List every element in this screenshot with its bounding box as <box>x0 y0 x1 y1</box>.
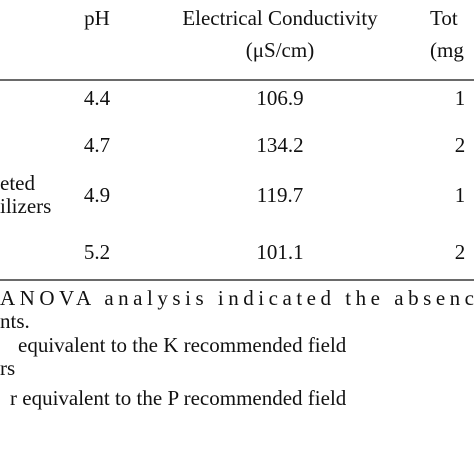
table-cell: 1 <box>455 86 466 110</box>
header-cell: Tot <box>430 6 458 30</box>
table-cell: 4.7 <box>84 133 110 157</box>
table-cell: 101.1 <box>256 240 303 264</box>
row-label: eted <box>0 171 35 195</box>
table-cell: 4.9 <box>84 183 110 207</box>
table-cell: 134.2 <box>256 133 303 157</box>
table-cell: 4.4 <box>84 86 111 110</box>
header-cell: Electrical Conductivity <box>182 6 378 30</box>
header-cell: pH <box>84 6 110 30</box>
table-cell: 2 <box>455 133 466 157</box>
footnote: ANOVA analysis indicated the absenc <box>0 286 474 310</box>
footnote: equivalent to the K recommended field <box>18 333 347 357</box>
table-cell: 1 <box>455 183 466 207</box>
table-cell: 2 <box>455 240 466 264</box>
table-cell: 106.9 <box>256 86 303 110</box>
table-cell: 5.2 <box>84 240 110 264</box>
header-cell: (mg <box>430 38 464 62</box>
footnote: rs <box>0 356 15 380</box>
table-cell: 119.7 <box>257 183 303 207</box>
footnote: r equivalent to the P recommended field <box>10 386 347 410</box>
header-cell: (μS/cm) <box>246 38 314 62</box>
footnote: nts. <box>0 309 30 333</box>
row-label: ilizers <box>0 194 51 218</box>
